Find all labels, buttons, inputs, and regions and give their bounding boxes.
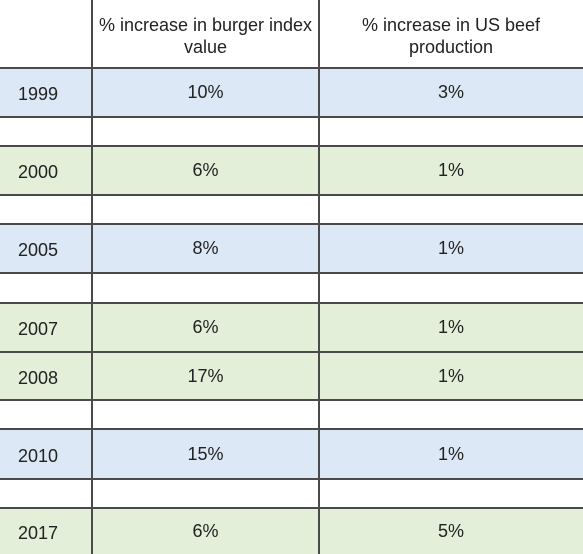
year-cell	[0, 273, 92, 303]
row-divider	[0, 428, 583, 430]
year-cell	[0, 117, 92, 146]
column-divider	[91, 0, 93, 554]
row-divider	[0, 116, 583, 118]
beef-production-cell	[319, 273, 583, 303]
year-cell: 2010	[18, 445, 59, 466]
burger-index-cell: 17%	[187, 365, 224, 386]
row-divider	[0, 399, 583, 401]
burger-index-cell: 10%	[187, 82, 224, 102]
year-cell: 1999	[18, 84, 59, 104]
table-row-2005: 2005 8% 1%	[0, 224, 583, 273]
table-row-2007: 2007 6% 1%	[0, 303, 583, 352]
beef-production-cell: 1%	[437, 317, 464, 337]
beef-production-cell: 1%	[437, 160, 464, 180]
burger-index-cell	[92, 195, 319, 224]
burger-index-cell: 6%	[192, 160, 219, 180]
row-divider	[0, 478, 583, 480]
year-cell	[0, 479, 92, 508]
row-divider	[0, 302, 583, 304]
header-row: % increase in burger index value % incre…	[0, 0, 583, 68]
row-divider	[0, 67, 583, 69]
header-beef-production: % increase in US beef production	[361, 15, 541, 57]
year-cell: 2005	[18, 240, 59, 260]
beef-production-cell	[319, 479, 583, 508]
table-row-2000: 2000 6% 1%	[0, 146, 583, 195]
table-row-spacer	[0, 400, 583, 429]
row-divider	[0, 194, 583, 196]
table-row-2008: 2008 17% 1%	[0, 352, 583, 400]
beef-production-cell: 1%	[437, 365, 464, 386]
year-cell: 2017	[18, 522, 59, 543]
table-row-2017: 2017 6% 5%	[0, 508, 583, 554]
beef-production-cell	[319, 400, 583, 429]
year-cell	[0, 400, 92, 429]
burger-index-cell: 15%	[187, 443, 224, 464]
year-cell: 2007	[18, 319, 59, 339]
burger-index-cell: 6%	[192, 520, 219, 541]
row-divider	[0, 145, 583, 147]
year-cell	[0, 195, 92, 224]
burger-index-cell	[92, 117, 319, 146]
burger-index-cell: 8%	[192, 238, 219, 258]
table-row-spacer	[0, 117, 583, 146]
row-divider	[0, 272, 583, 274]
table-row-spacer	[0, 273, 583, 303]
burger-index-cell: 6%	[192, 317, 219, 337]
column-divider	[318, 0, 320, 554]
table-row-spacer	[0, 479, 583, 508]
beef-production-cell: 5%	[437, 520, 464, 541]
year-cell: 2000	[18, 162, 59, 182]
burger-index-cell	[92, 273, 319, 303]
table-row-spacer	[0, 195, 583, 224]
burger-index-cell	[92, 400, 319, 429]
beef-production-cell	[319, 195, 583, 224]
burger-index-cell	[92, 479, 319, 508]
row-divider	[0, 223, 583, 225]
beef-production-cell: 3%	[437, 82, 464, 102]
row-divider	[0, 507, 583, 509]
header-year	[0, 0, 92, 68]
year-cell: 2008	[18, 367, 59, 388]
beef-production-cell	[319, 117, 583, 146]
row-divider	[0, 351, 583, 353]
header-burger-index: % increase in burger index value	[98, 15, 313, 57]
table-row-1999: 1999 10% 3%	[0, 68, 583, 117]
table-row-2010: 2010 15% 1%	[0, 429, 583, 479]
beef-production-cell: 1%	[437, 443, 464, 464]
beef-production-cell: 1%	[437, 238, 464, 258]
